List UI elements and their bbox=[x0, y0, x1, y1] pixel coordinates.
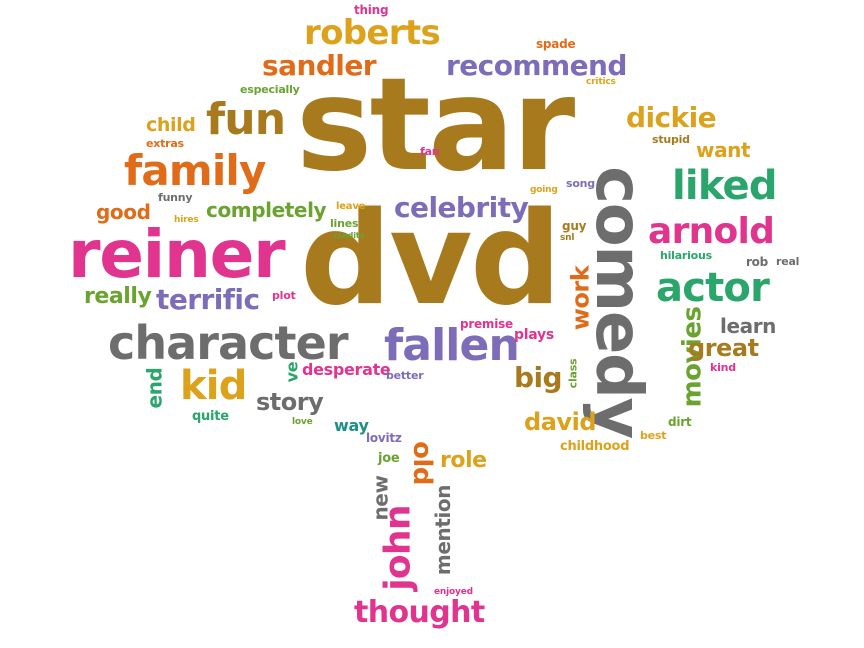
word-child: child bbox=[146, 114, 196, 136]
word-premise: premise bbox=[460, 317, 513, 331]
word-reiner: reiner bbox=[68, 216, 286, 293]
word-funny: funny bbox=[158, 191, 193, 204]
word-spade: spade bbox=[536, 37, 576, 51]
word-joe: joe bbox=[378, 451, 400, 466]
word-terrific: terrific bbox=[156, 283, 260, 316]
word-new: new bbox=[368, 475, 393, 521]
word-extras: extras bbox=[146, 137, 184, 150]
word-star: star bbox=[296, 51, 575, 200]
word-sandler: sandler bbox=[262, 49, 377, 82]
word-hires: hires bbox=[174, 215, 199, 225]
word-fallen: fallen bbox=[384, 320, 520, 371]
word-great: great bbox=[688, 334, 759, 362]
word-fun: fun bbox=[206, 94, 286, 145]
word-mention: mention bbox=[431, 484, 456, 576]
word-dirt: dirt bbox=[668, 415, 692, 429]
word-stupid: stupid bbox=[652, 133, 690, 146]
word-completely: completely bbox=[206, 198, 327, 222]
word-plays: plays bbox=[514, 327, 554, 343]
word-david: david bbox=[524, 408, 597, 436]
word-want: want bbox=[696, 138, 751, 162]
word-going: going bbox=[530, 185, 558, 195]
word-role: role bbox=[440, 448, 487, 473]
word-character: character bbox=[108, 316, 349, 370]
word-rob: rob bbox=[746, 255, 769, 269]
word-thought: thought bbox=[354, 595, 485, 630]
word-thing: thing bbox=[354, 3, 389, 17]
word-especially: especially bbox=[240, 83, 300, 96]
word-family: family bbox=[124, 146, 266, 195]
word-class: class bbox=[566, 358, 580, 389]
word-love: love bbox=[292, 417, 313, 427]
word-good: good bbox=[96, 200, 151, 224]
word-guy: guy bbox=[562, 219, 587, 233]
word-kid: kid bbox=[180, 363, 247, 409]
word-kind: kind bbox=[710, 361, 736, 374]
word-snl: snl bbox=[560, 233, 575, 243]
word-ve: ve bbox=[282, 361, 302, 383]
word-real: real bbox=[776, 255, 800, 268]
word-actor: actor bbox=[656, 265, 770, 311]
word-end: end bbox=[142, 367, 167, 409]
word-fan: fan bbox=[420, 145, 440, 158]
word-really: really bbox=[84, 284, 152, 309]
word-enjoyed: enjoyed bbox=[434, 587, 473, 597]
word-better: better bbox=[386, 369, 424, 382]
word-old: old bbox=[406, 441, 437, 485]
word-childhood: childhood bbox=[560, 439, 630, 454]
word-hilarious: hilarious bbox=[660, 249, 712, 262]
word-big: big bbox=[514, 361, 563, 394]
word-dvd: dvd bbox=[300, 185, 562, 334]
word-best: best bbox=[640, 429, 667, 442]
word-dickie: dickie bbox=[626, 101, 717, 134]
word-critics: critics bbox=[586, 77, 616, 87]
word-quite: quite bbox=[192, 409, 229, 424]
word-celebrity: celebrity bbox=[394, 191, 529, 224]
word-learn: learn bbox=[720, 314, 777, 338]
word-liked: liked bbox=[672, 163, 778, 209]
word-recommend: recommend bbox=[446, 49, 627, 82]
word-roberts: roberts bbox=[304, 13, 441, 53]
word-desperate: desperate bbox=[302, 360, 391, 379]
word-work: work bbox=[566, 265, 595, 331]
word-song: song bbox=[566, 177, 595, 190]
word-arnold: arnold bbox=[648, 211, 775, 252]
word-credits: credits bbox=[334, 231, 365, 240]
word-comedy: comedy bbox=[580, 166, 655, 438]
word-story: story bbox=[256, 388, 324, 416]
word-lines: lines bbox=[330, 217, 359, 230]
word-lovitz: lovitz bbox=[366, 431, 402, 445]
word-plot: plot bbox=[272, 289, 296, 302]
word-way: way bbox=[334, 416, 369, 435]
word-leave: leave bbox=[336, 201, 366, 212]
